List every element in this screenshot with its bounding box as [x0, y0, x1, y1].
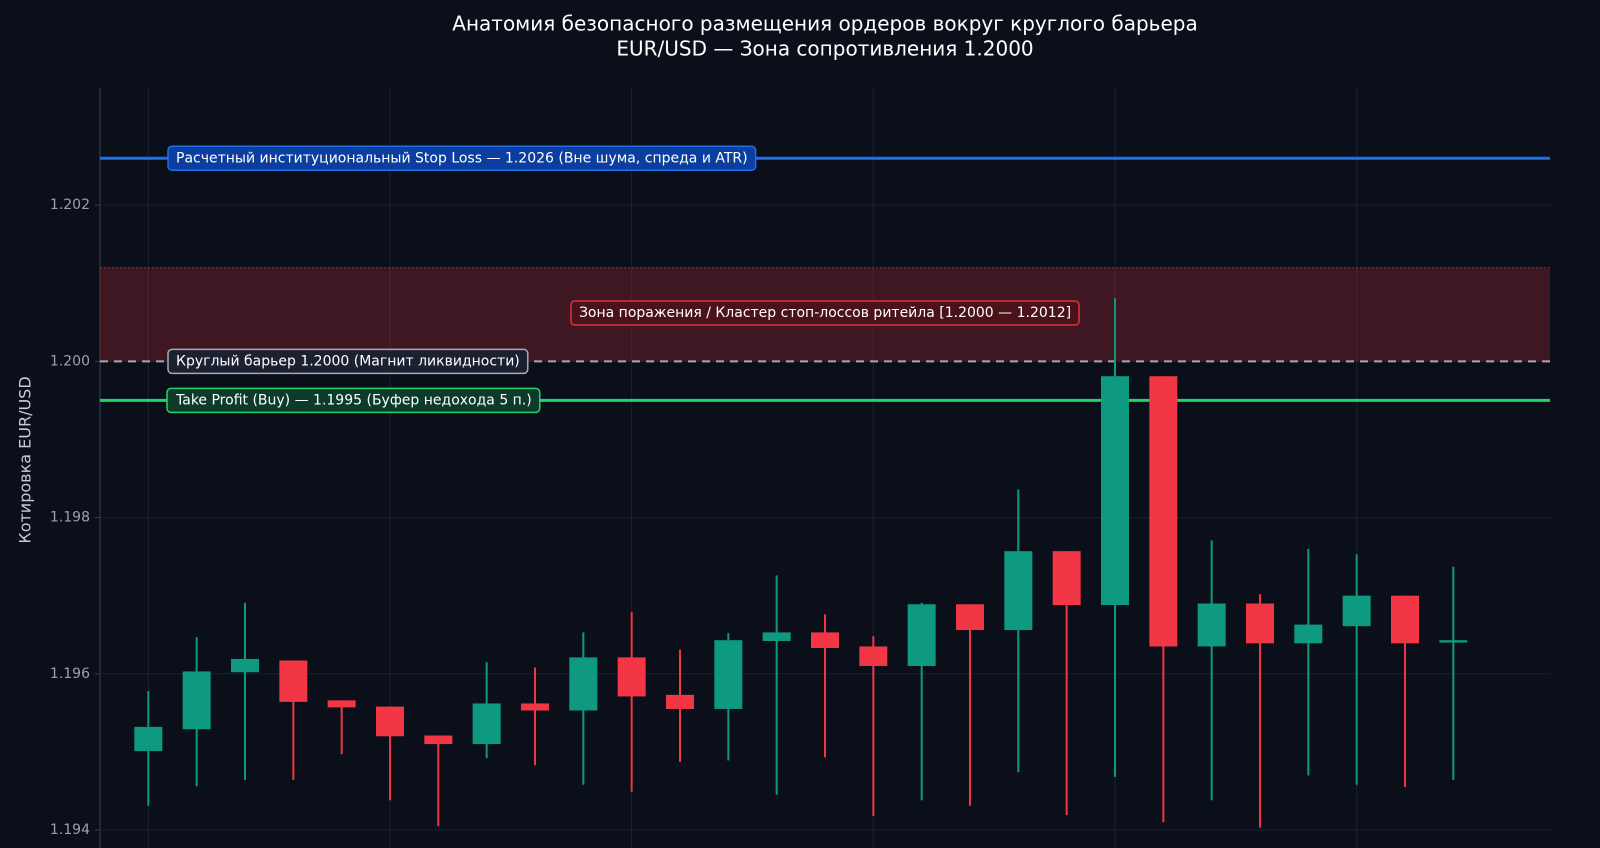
candle-body [714, 640, 743, 709]
label-box [167, 145, 757, 172]
candle-body [569, 657, 598, 711]
candle-body [1101, 376, 1129, 606]
candle-body [134, 726, 163, 752]
label-box [166, 387, 541, 414]
candle-body [1246, 603, 1274, 644]
y-tick-label: 1.196 [50, 666, 90, 682]
candle-body [1342, 595, 1371, 627]
candle-body [617, 657, 646, 697]
level-label: Расчетный институциональный Stop Loss — … [176, 150, 748, 166]
candle-body [1149, 376, 1178, 647]
candle-body [1294, 624, 1323, 644]
candle-body [666, 694, 694, 709]
candle-body [521, 703, 549, 711]
candle-body [376, 706, 404, 737]
level-label: Зона поражения / Кластер стоп-лоссов рит… [579, 305, 1071, 321]
candle-body [762, 632, 791, 641]
candle-body [859, 646, 888, 666]
chart-title: Анатомия безопасного размещения ордеров … [452, 12, 1197, 36]
y-tick-label: 1.202 [50, 197, 90, 213]
candle-body [1439, 640, 1468, 643]
level-label: Круглый барьер 1.2000 (Магнит ликвидност… [176, 353, 520, 369]
candle-body [956, 604, 984, 631]
candle-body [1052, 551, 1081, 606]
candle-body [1391, 595, 1419, 644]
candle-body [907, 604, 936, 666]
level-label: Take Profit (Buy) — 1.1995 (Буфер недохо… [175, 392, 532, 408]
candle-body [182, 671, 211, 730]
candle-body [1004, 551, 1033, 631]
candle-body [279, 660, 308, 702]
label-box [570, 300, 1080, 326]
candle-body [811, 632, 839, 649]
candle-body [424, 735, 453, 745]
label-box [167, 348, 529, 375]
y-tick-label: 1.198 [50, 510, 90, 526]
candle-body [327, 700, 356, 708]
y-axis-label: Котировка EUR/USD [16, 376, 35, 543]
y-tick-label: 1.194 [50, 822, 90, 838]
chart-subtitle: EUR/USD — Зона сопротивления 1.2000 [616, 37, 1033, 61]
candle-body [1197, 603, 1226, 647]
y-tick-label: 1.200 [50, 353, 90, 369]
candle-body [231, 658, 259, 673]
candle-body [472, 703, 501, 745]
